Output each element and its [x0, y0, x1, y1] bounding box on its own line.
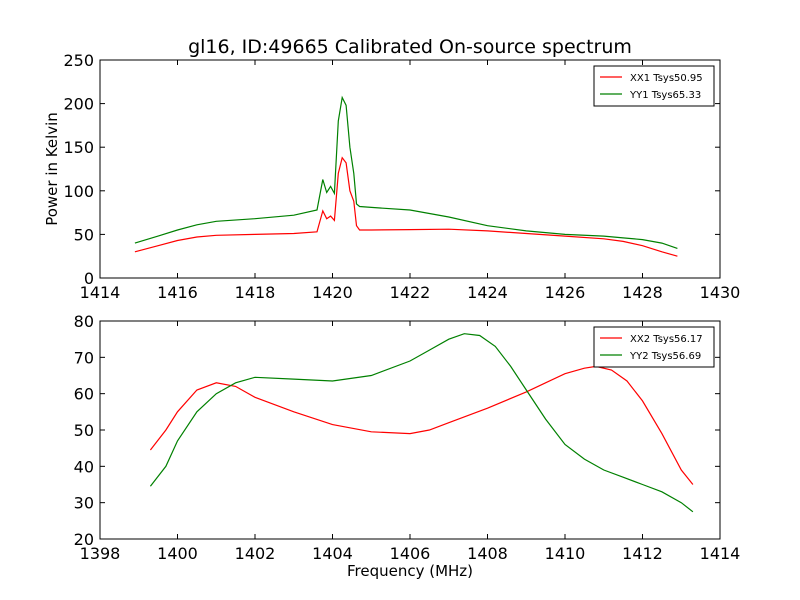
top-chart-y-tick-label: 0 — [84, 269, 94, 288]
top-chart-series-line-2 — [134, 95, 678, 249]
top-chart-x-tick-label: 1416 — [157, 283, 198, 302]
bottom-chart-x-tick-label: 1406 — [390, 544, 431, 563]
top-chart-plot-area: 1414 1416 1418 1420 1422 1424 1426 1428 1430 0 50 1… — [63, 51, 740, 302]
top-chart-x-tick-label: 1426 — [545, 283, 586, 302]
top-chart-ylabel: Power in Kelvin — [43, 112, 61, 226]
top-chart-x-tick-label: 1422 — [390, 283, 431, 302]
bottom-chart-x-tick-label: 1402 — [235, 544, 276, 563]
bottom-chart-y-tick-label: 40 — [74, 457, 94, 476]
bottom-chart-x-tick-label: 1400 — [157, 544, 198, 563]
bottom-chart-y-tick-label: 80 — [74, 312, 94, 331]
bottom-chart-y-tick-label: 70 — [74, 348, 94, 367]
bottom-chart-series-line-1 — [149, 365, 694, 485]
bottom-chart-y-tick-label: 30 — [74, 494, 94, 513]
top-chart-x-tick-label: 1430 — [700, 283, 741, 302]
bottom-chart-series-line-2 — [149, 333, 694, 513]
top-chart-x-tick-label: 1418 — [235, 283, 276, 302]
bottom-chart-x-tick-label: 1412 — [622, 544, 663, 563]
top-chart-y-tick-label: 200 — [63, 95, 94, 114]
bottom-chart-legend-label-2: YY2 Tsys56.69 — [629, 351, 701, 362]
top-chart-x-tick-label: 1424 — [467, 283, 508, 302]
bottom-chart-y-tick-label: 20 — [74, 530, 94, 549]
top-chart-x-tick-label: 1414 — [80, 283, 121, 302]
top-chart-y-tick-label: 100 — [63, 182, 94, 201]
bottom-chart-x-tick-label: 1410 — [545, 544, 586, 563]
top-chart-legend-label-1: XX1 Tsys50.95 — [630, 73, 703, 84]
bottom-chart-y-tick-label: 50 — [74, 421, 94, 440]
top-chart-series-line-1 — [134, 156, 678, 257]
bottom-chart-legend-label-1: XX2 Tsys56.17 — [630, 334, 703, 345]
bottom-chart-legend — [593, 326, 715, 368]
bottom-chart-x-tick-label: 1414 — [700, 544, 741, 563]
top-chart-y-tick-label: 250 — [63, 51, 94, 70]
top-chart-y-tick-label: 150 — [63, 138, 94, 157]
bottom-chart-plot-area: 1398 1400 1402 1404 1406 1408 1410 1412 1414 20 30… — [74, 312, 741, 563]
top-chart-legend — [593, 65, 715, 107]
top-chart-x-tick-label: 1420 — [312, 283, 353, 302]
top-chart-legend-label-2: YY1 Tsys65.33 — [629, 90, 701, 101]
top-chart-title: gl16, ID:49665 Calibrated On-source spec… — [188, 36, 632, 58]
bottom-chart-x-tick-label: 1408 — [467, 544, 508, 563]
top-chart-y-tick-label: 50 — [74, 225, 94, 244]
bottom-chart-xlabel: Frequency (MHz) — [347, 562, 473, 580]
top-chart-x-tick-label: 1428 — [622, 283, 663, 302]
bottom-chart-y-tick-label: 60 — [74, 385, 94, 404]
bottom-chart-x-tick-label: 1404 — [312, 544, 353, 563]
bottom-chart-x-tick-label: 1398 — [80, 544, 121, 563]
